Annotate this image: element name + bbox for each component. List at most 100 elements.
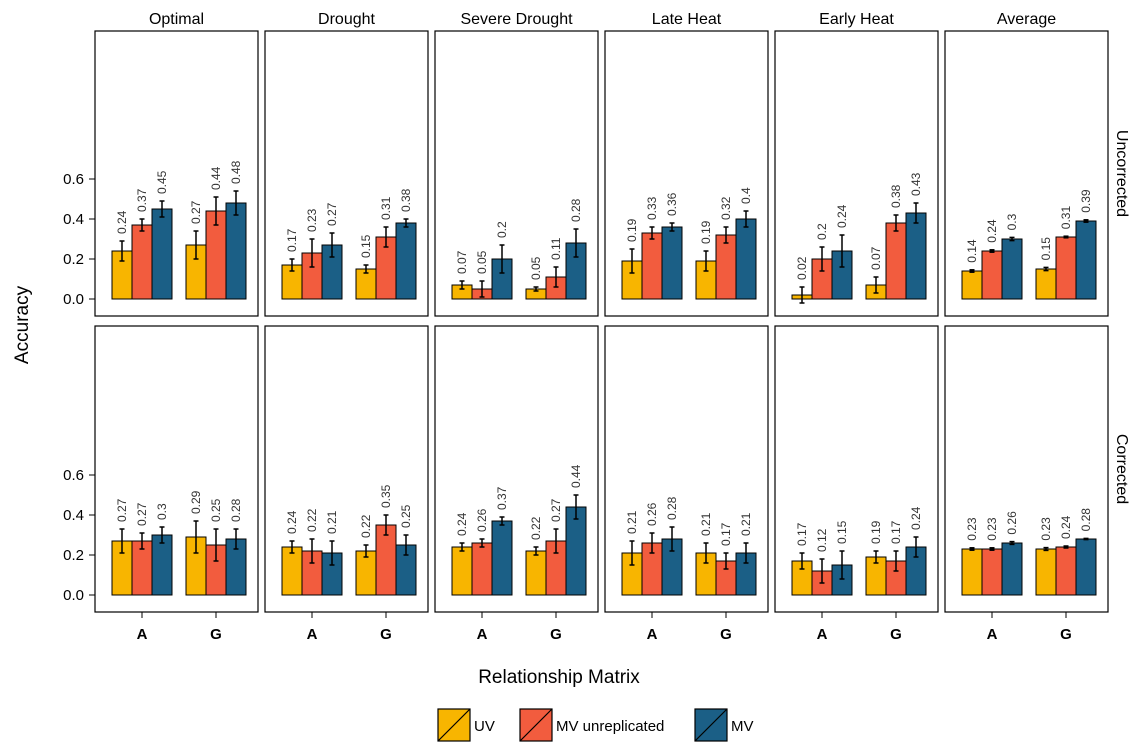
bar-corrected-average-a-mv-unreplicated [981, 548, 1003, 596]
x-tick-label-g: G [380, 626, 392, 643]
bar-uncorrected-drought-g-mv [395, 222, 417, 300]
data-label: 0.2 [495, 221, 509, 238]
y-axis-title: Accuracy [12, 285, 33, 364]
data-label: 0.07 [869, 246, 883, 270]
y-tick-label: 0.2 [63, 251, 84, 268]
plot-area: Optimal Drought Severe Drought Late Heat Ear… [63, 11, 1130, 643]
data-label: 0.11 [549, 237, 563, 260]
y-tick-label: 0.4 [63, 507, 84, 524]
data-label: 0.21 [325, 510, 339, 534]
row-title-corrected: Corrected [1113, 434, 1130, 504]
data-label: 0.21 [699, 512, 713, 536]
panel-frame-corrected-average [944, 325, 1109, 613]
data-label: 0.24 [115, 210, 129, 234]
legend-label-mv: MV [731, 718, 754, 735]
panel-frame-uncorrected-early-heat [774, 30, 939, 317]
x-tick-label-g: G [890, 626, 902, 643]
data-label: 0.38 [889, 184, 903, 208]
x-tick-label-a: A [817, 626, 828, 643]
data-label: 0.27 [115, 498, 129, 522]
bar-uncorrected-average-g-mv [1075, 220, 1097, 300]
bar-uncorrected-optimal-g-mv [225, 202, 247, 300]
data-label: 0.05 [529, 256, 543, 280]
data-label: 0.21 [625, 510, 639, 534]
bar-uncorrected-early-heat-g-mv-unreplicated [885, 222, 907, 300]
data-label: 0.25 [209, 498, 223, 522]
bar-uncorrected-early-heat-g-mv [905, 212, 927, 300]
data-label: 0.22 [359, 514, 373, 538]
data-label: 0.32 [719, 196, 733, 220]
y-tick-label: 0.0 [63, 587, 84, 604]
legend-swatch-slash [519, 708, 553, 742]
column-title-late-heat: Late Heat [652, 11, 722, 28]
data-label: 0.24 [285, 510, 299, 534]
legend-swatch-slash [437, 708, 471, 742]
x-axis-title: Relationship Matrix [478, 667, 640, 688]
bar-corrected-average-g-uv [1035, 548, 1057, 596]
data-label: 0.31 [379, 196, 393, 220]
column-title-severe-drought: Severe Drought [460, 11, 573, 28]
data-label: 0.33 [645, 196, 659, 220]
x-tick-label-a: A [987, 626, 998, 643]
bar-uncorrected-optimal-a-mv-unreplicated [131, 224, 153, 300]
bar-corrected-severe-drought-a-uv [451, 546, 473, 596]
row-title-uncorrected: Uncorrected [1113, 130, 1130, 217]
panel-frame-uncorrected-late-heat [604, 30, 769, 317]
data-label: 0.28 [665, 496, 679, 520]
data-label: 0.19 [625, 218, 639, 242]
data-label: 0.02 [795, 256, 809, 280]
data-label: 0.07 [455, 250, 469, 274]
data-label: 0.22 [529, 516, 543, 540]
data-label: 0.26 [1005, 511, 1019, 535]
x-tick-label-g: G [1060, 626, 1072, 643]
bar-uncorrected-optimal-a-mv [151, 208, 173, 300]
x-tick-label-g: G [550, 626, 562, 643]
data-label: 0.45 [155, 170, 169, 194]
legend-label-uv: UV [474, 718, 495, 735]
panel-frame-uncorrected-drought [264, 30, 429, 317]
data-label: 0.27 [135, 502, 149, 526]
data-label: 0.17 [285, 228, 299, 252]
data-label: 0.27 [549, 498, 563, 522]
data-label: 0.14 [965, 239, 979, 263]
data-label: 0.23 [1039, 517, 1053, 541]
data-label: 0.26 [645, 502, 659, 526]
data-label: 0.24 [455, 512, 469, 536]
data-label: 0.37 [135, 188, 149, 212]
data-label: 0.44 [209, 166, 223, 190]
data-label: 0.38 [399, 188, 413, 212]
data-label: 0.15 [1039, 237, 1053, 261]
panel-frame-corrected-late-heat [604, 325, 769, 613]
bar-corrected-severe-drought-g-uv [525, 550, 547, 596]
legend: UV MV unreplicated MV [437, 708, 754, 742]
data-label: 0.36 [665, 192, 679, 216]
bar-corrected-severe-drought-a-mv [491, 520, 513, 596]
data-label: 0.24 [835, 204, 849, 228]
data-label: 0.43 [909, 172, 923, 196]
data-label: 0.28 [229, 498, 243, 522]
column-title-average: Average [997, 11, 1056, 28]
data-label: 0.12 [815, 528, 829, 552]
bar-uncorrected-late-heat-a-mv [661, 226, 683, 300]
panel-frame-corrected-optimal [94, 325, 259, 613]
data-label: 0.23 [985, 517, 999, 541]
panel-frame-uncorrected-average [944, 30, 1109, 317]
y-tick-label: 0.2 [63, 547, 84, 564]
bar-uncorrected-average-g-uv [1035, 268, 1057, 300]
panel-frame-corrected-severe-drought [434, 325, 599, 613]
data-label: 0.21 [739, 512, 753, 536]
x-tick-label-a: A [307, 626, 318, 643]
data-label: 0.48 [229, 160, 243, 184]
bar-uncorrected-late-heat-g-mv [735, 218, 757, 300]
data-label: 0.24 [909, 506, 923, 530]
y-tick-label: 0.4 [63, 211, 84, 228]
bar-corrected-average-a-mv [1001, 542, 1023, 596]
data-label: 0.35 [379, 484, 393, 508]
data-label: 0.17 [795, 522, 809, 546]
bar-corrected-average-a-uv [961, 548, 983, 596]
column-title-optimal: Optimal [149, 11, 204, 28]
panel-frame-uncorrected-severe-drought [434, 30, 599, 317]
x-tick-label-a: A [477, 626, 488, 643]
data-label: 0.44 [569, 464, 583, 488]
data-label: 0.3 [155, 503, 169, 520]
